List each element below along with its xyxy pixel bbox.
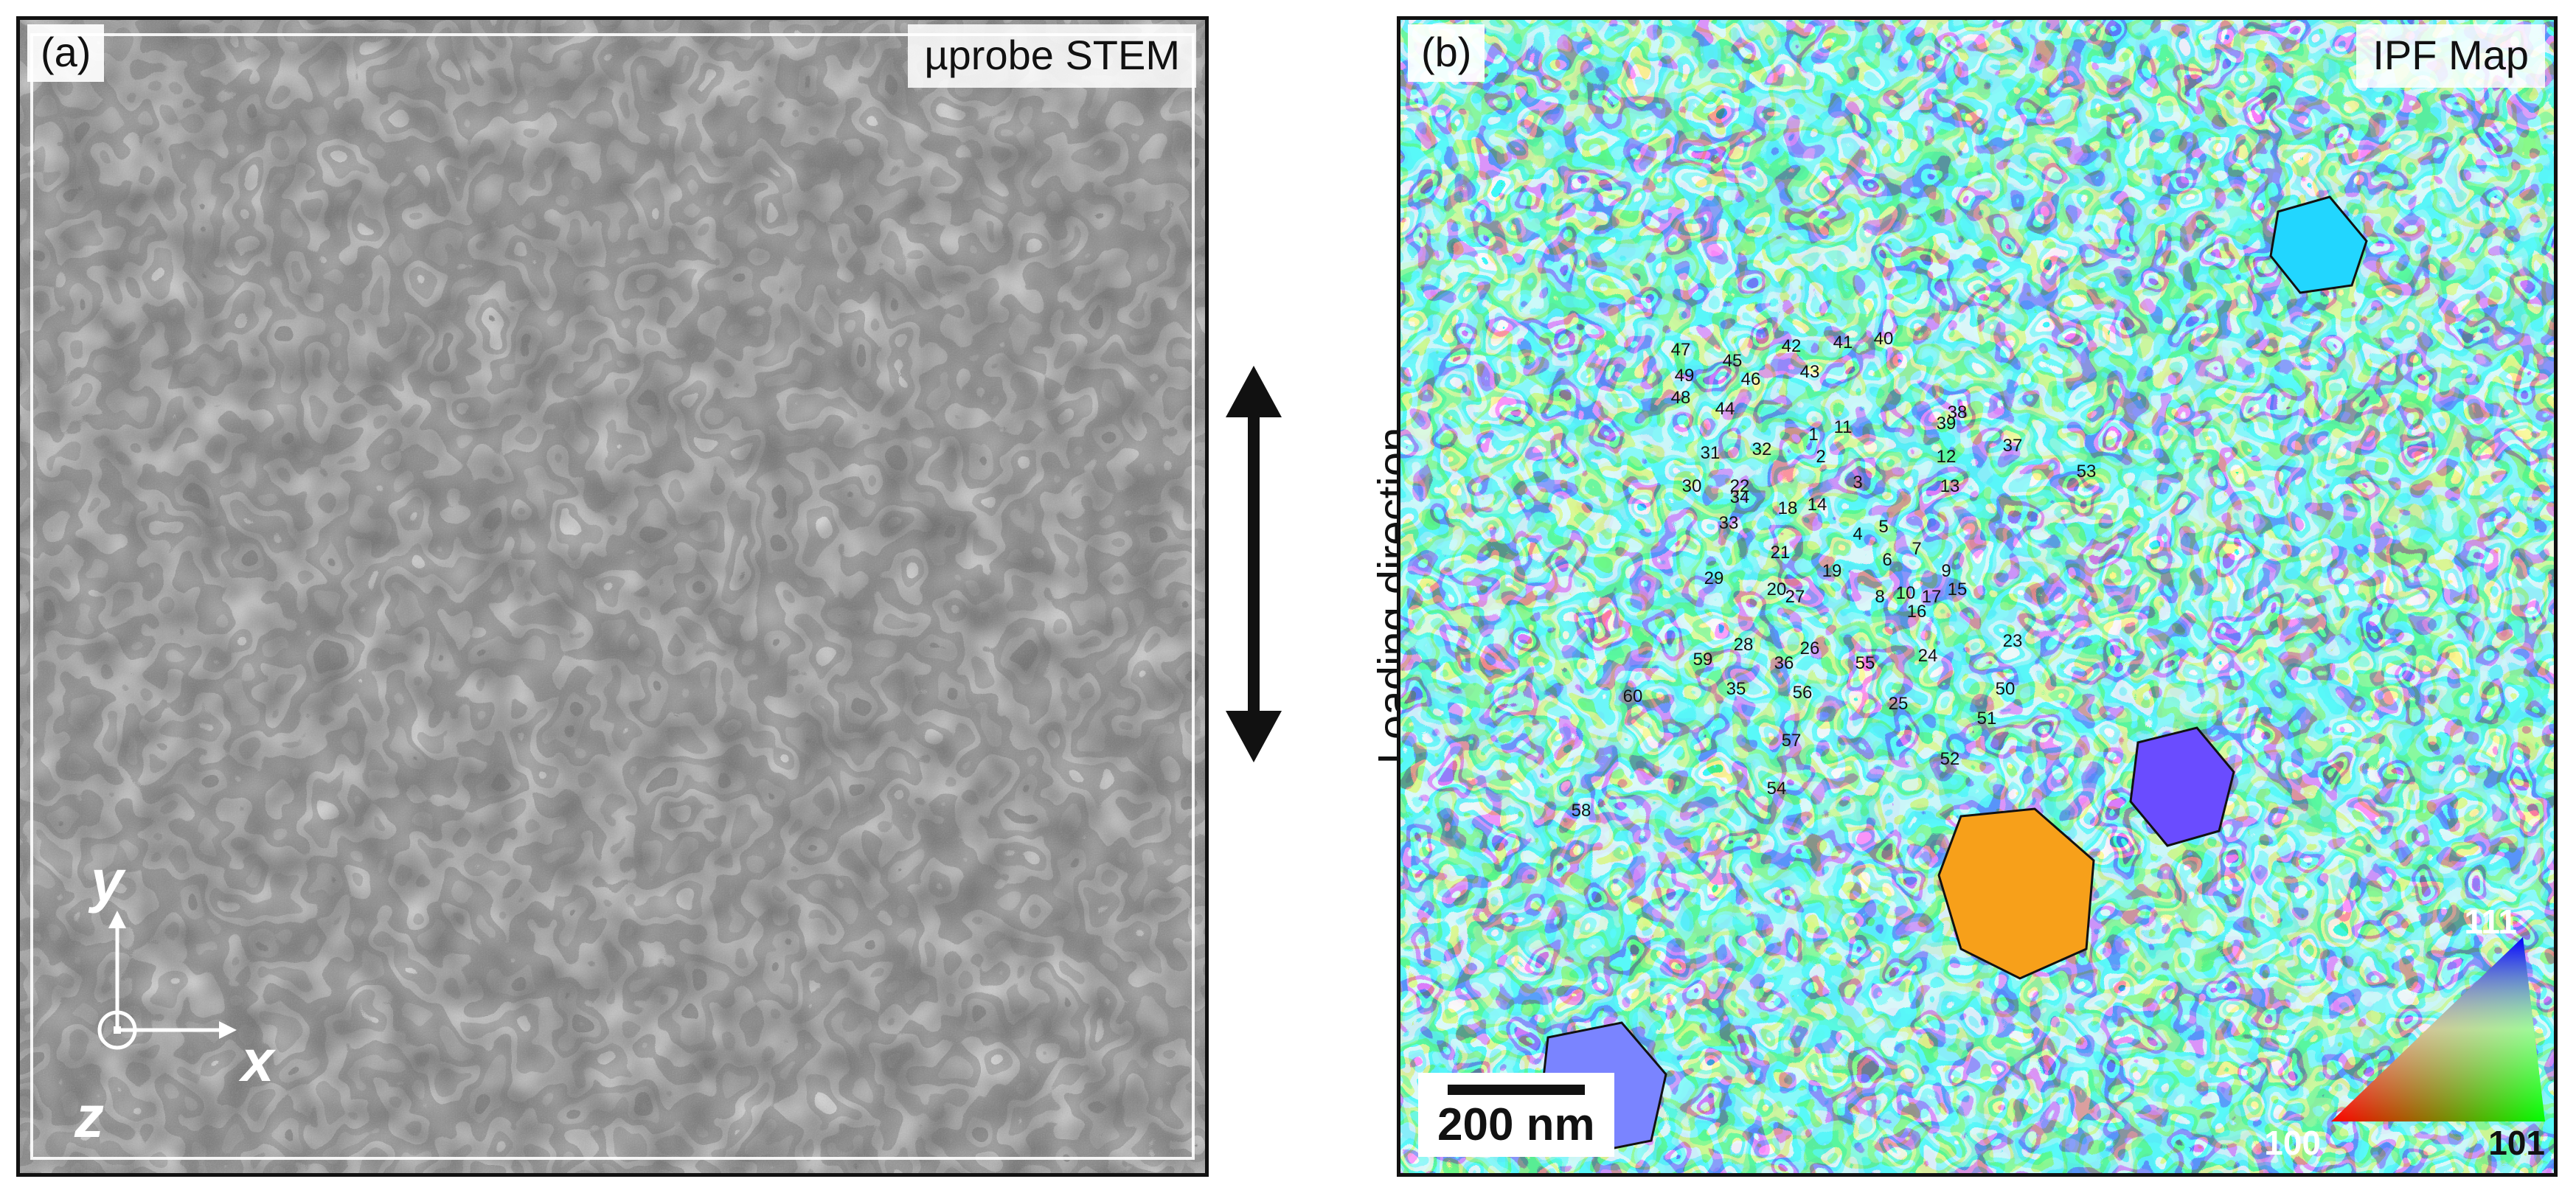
- grain-label-12: 12: [1937, 447, 1957, 467]
- panel-a-tag: (a): [27, 24, 105, 82]
- grain-label-17: 17: [1922, 587, 1942, 607]
- grain-label-54: 54: [1767, 779, 1787, 799]
- grain-label-44: 44: [1715, 399, 1735, 419]
- stem-micrograph: [20, 20, 1205, 1173]
- grain-label-3: 3: [1853, 473, 1862, 493]
- grain-label-40: 40: [1874, 329, 1894, 349]
- grain-label-43: 43: [1800, 362, 1820, 382]
- grain-label-34: 34: [1730, 487, 1750, 507]
- grain-label-2: 2: [1816, 447, 1825, 467]
- grain-label-23: 23: [2003, 631, 2023, 651]
- grain-label-48: 48: [1671, 388, 1691, 408]
- grain-label-1: 1: [1808, 425, 1818, 445]
- grain-label-9: 9: [1941, 561, 1951, 581]
- panel-b-tag: (b): [1408, 24, 1485, 82]
- panel-b-title: IPF Map: [2356, 24, 2545, 88]
- grain-label-5: 5: [1878, 517, 1888, 537]
- grain-label-19: 19: [1822, 561, 1842, 581]
- grain-label-33: 33: [1719, 513, 1739, 533]
- grain-label-49: 49: [1675, 366, 1695, 386]
- grain-label-20: 20: [1767, 580, 1787, 599]
- grain-label-41: 41: [1833, 333, 1853, 352]
- grain-label-42: 42: [1782, 336, 1802, 356]
- grain-label-24: 24: [1918, 646, 1938, 666]
- grain-label-13: 13: [1940, 476, 1960, 496]
- grain-label-8: 8: [1875, 587, 1884, 607]
- grain-label-38: 38: [1948, 403, 1968, 422]
- grain-label-11: 11: [1834, 417, 1853, 437]
- grain-label-16: 16: [1907, 602, 1927, 622]
- grain-label-4: 4: [1853, 524, 1862, 544]
- scale-bar-label: 200 nm: [1437, 1099, 1595, 1150]
- grain-label-47: 47: [1671, 340, 1691, 360]
- axis-y-label: y: [91, 848, 124, 914]
- grain-label-22: 22: [1730, 476, 1750, 496]
- ipf-color-key-icon: [2331, 937, 2545, 1121]
- grain-label-14: 14: [1808, 495, 1827, 515]
- ipf-key-100: 100: [2264, 1124, 2321, 1162]
- ipf-key-111: 111: [2464, 902, 2517, 941]
- grain-label-55: 55: [1855, 653, 1875, 673]
- grain-label-10: 10: [1896, 583, 1916, 603]
- grain-label-46: 46: [1741, 369, 1761, 389]
- grain-label-35: 35: [1726, 679, 1746, 699]
- grain-label-50: 50: [1996, 679, 2016, 699]
- grain-label-58: 58: [1572, 801, 1591, 821]
- grain-label-29: 29: [1704, 568, 1724, 588]
- grain-label-53: 53: [2077, 462, 2097, 481]
- grain-label-31: 31: [1701, 443, 1721, 463]
- grain-label-60: 60: [1623, 686, 1643, 706]
- grain-label-59: 59: [1693, 650, 1713, 669]
- coordinate-axes-icon: [97, 911, 237, 1050]
- grain-label-57: 57: [1782, 731, 1802, 751]
- grain-label-26: 26: [1800, 639, 1820, 658]
- grain-label-7: 7: [1912, 539, 1921, 559]
- grain-label-45: 45: [1723, 351, 1743, 371]
- grain-label-6: 6: [1882, 550, 1892, 570]
- grain-label-32: 32: [1752, 439, 1772, 459]
- grain-label-30: 30: [1682, 476, 1702, 496]
- scale-bar: 200 nm: [1418, 1073, 1614, 1157]
- grain-label-56: 56: [1793, 683, 1813, 703]
- grain-label-21: 21: [1771, 543, 1791, 563]
- panel-a-title: µprobe STEM: [908, 24, 1196, 88]
- grain-label-28: 28: [1734, 635, 1754, 655]
- grain-label-27: 27: [1785, 587, 1805, 607]
- stem-panel: (a) µprobe STEM y x z: [16, 16, 1209, 1177]
- loading-direction-arrow-icon: [1226, 366, 1282, 762]
- grain-label-39: 39: [1937, 414, 1957, 434]
- grain-label-37: 37: [2003, 436, 2023, 456]
- ipf-key-101: 101: [2488, 1124, 2545, 1162]
- axis-x-label: x: [241, 1028, 274, 1093]
- grain-label-25: 25: [1889, 694, 1909, 714]
- grain-label-51: 51: [1977, 709, 1997, 728]
- grain-label-15: 15: [1948, 580, 1968, 599]
- ipf-panel: 1 2 3 4 5 6 7 8 9 10 11 12 13 14 15 16 17 18 19 20 21 22 23 24 2…: [1397, 16, 2558, 1177]
- ipf-map: [1400, 20, 2554, 1173]
- grain-label-52: 52: [1940, 749, 1960, 769]
- axis-z-label: z: [74, 1084, 104, 1149]
- grain-label-18: 18: [1778, 498, 1798, 518]
- scale-bar-line: [1447, 1085, 1585, 1095]
- grain-label-36: 36: [1774, 653, 1794, 673]
